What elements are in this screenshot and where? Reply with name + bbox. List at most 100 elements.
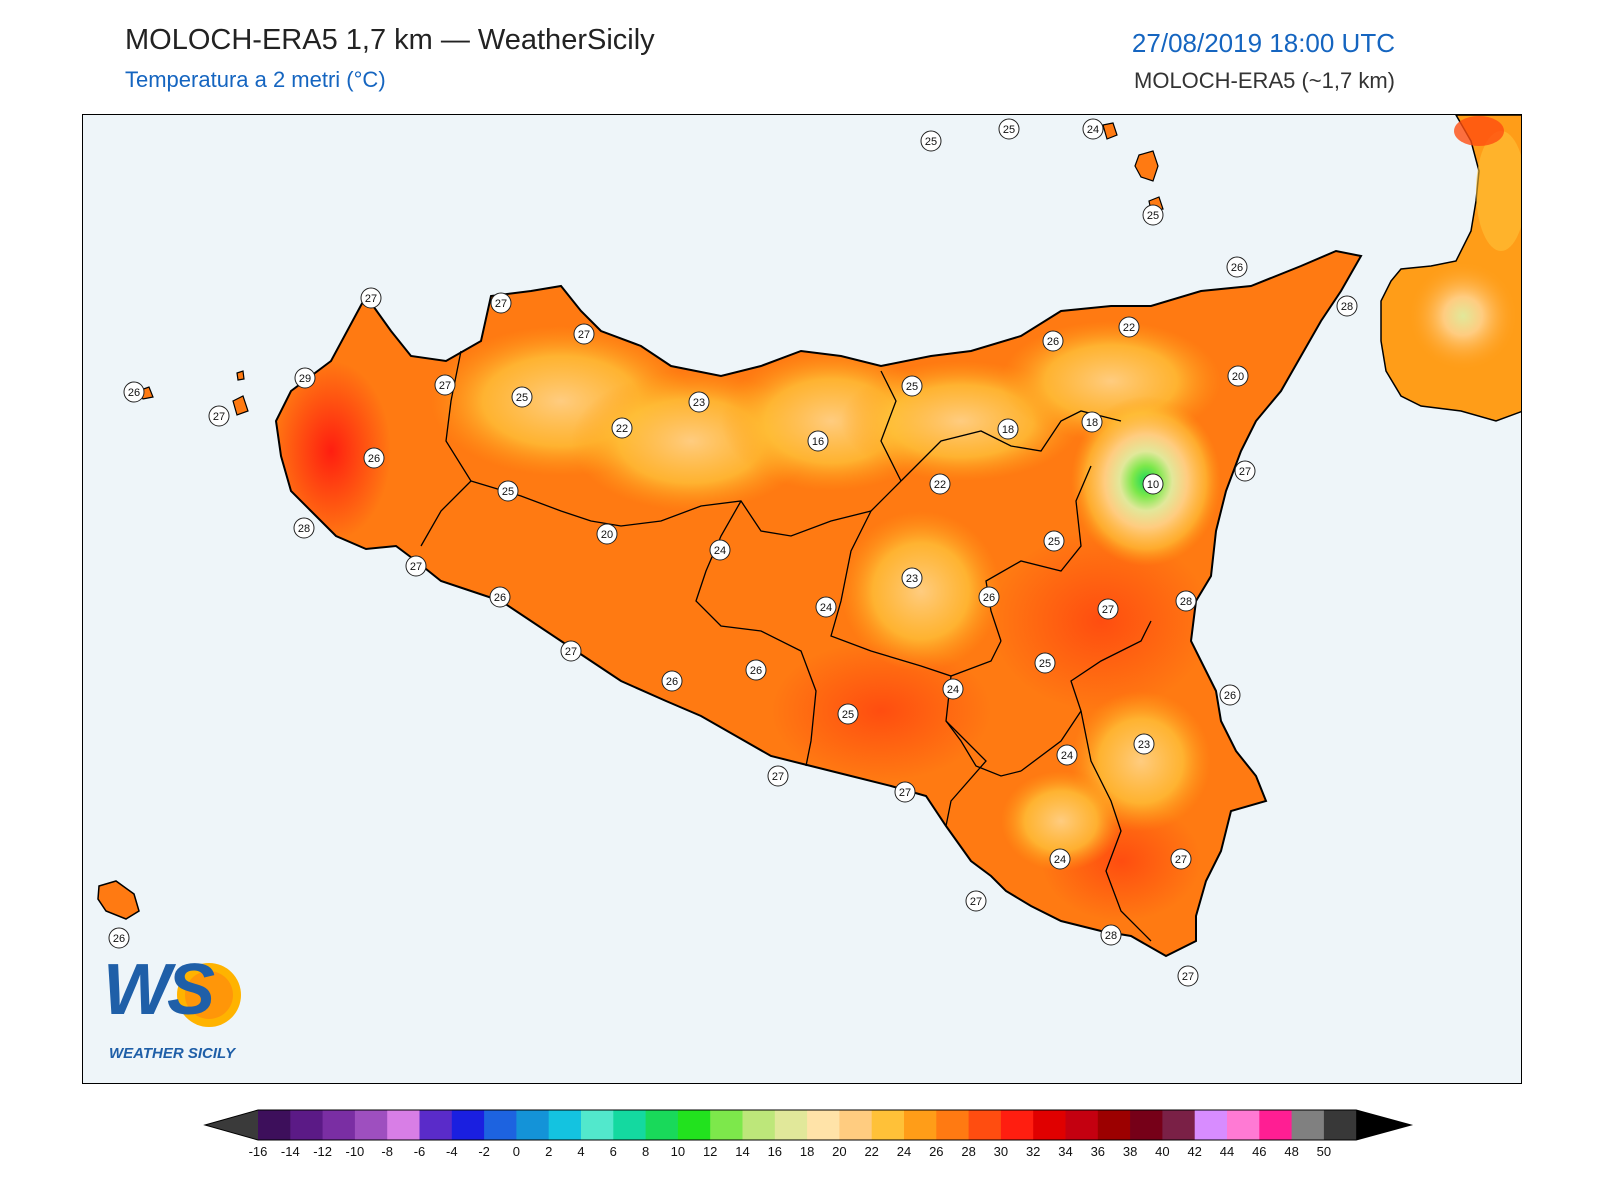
colorbar-segment [484, 1110, 517, 1140]
temperature-station-marker[interactable]: 20 [596, 523, 618, 545]
station-marker-circle [815, 596, 837, 618]
temperature-station-marker[interactable]: 25 [920, 130, 942, 152]
temperature-station-marker[interactable]: 27 [965, 890, 987, 912]
station-temperature-label: 29 [299, 373, 311, 385]
temperature-station-marker[interactable]: 24 [1082, 118, 1104, 140]
station-temperature-label: 23 [1138, 739, 1150, 751]
temperature-station-marker[interactable]: 16 [807, 430, 829, 452]
colorbar-tick-label: -14 [281, 1144, 300, 1159]
ws-logo-mark [177, 963, 241, 1027]
station-marker-circle [1042, 330, 1064, 352]
temperature-station-marker[interactable]: 25 [837, 703, 859, 725]
temperature-station-marker[interactable]: 27 [490, 292, 512, 314]
temperature-station-marker[interactable]: 27 [208, 405, 230, 427]
temperature-station-marker[interactable]: 25 [511, 386, 533, 408]
temperature-station-marker[interactable]: 22 [929, 473, 951, 495]
colorbar-under-arrow [205, 1110, 258, 1140]
temperature-station-marker[interactable]: 28 [1175, 590, 1197, 612]
station-marker-circle [965, 890, 987, 912]
logo-caption: WEATHER SICILY [109, 1045, 236, 1062]
temperature-station-marker[interactable]: 10 [1142, 473, 1164, 495]
colorbar-tick-label: -10 [346, 1144, 365, 1159]
temperature-station-marker[interactable]: 25 [901, 375, 923, 397]
temperature-station-marker[interactable]: 27 [434, 374, 456, 396]
temperature-station-marker[interactable]: 25 [1043, 530, 1065, 552]
temperature-station-marker[interactable]: 24 [1049, 848, 1071, 870]
temperature-station-marker[interactable]: 24 [815, 596, 837, 618]
temperature-station-marker[interactable]: 27 [560, 640, 582, 662]
temperature-station-marker[interactable]: 29 [294, 367, 316, 389]
station-marker-circle [929, 473, 951, 495]
temperature-station-marker[interactable]: 28 [1100, 924, 1122, 946]
station-markers: 25 25 24 25 26 28 27 27 27 29 27 25 23 22 26 22 20 25 26 18… [108, 118, 1358, 987]
station-marker-circle [661, 670, 683, 692]
temperature-station-marker[interactable]: 26 [108, 927, 130, 949]
temperature-station-marker[interactable]: 27 [1097, 598, 1119, 620]
station-temperature-label: 25 [1147, 210, 1159, 222]
colorbar-segment [1033, 1110, 1067, 1140]
temperature-station-marker[interactable]: 20 [1227, 365, 1249, 387]
station-temperature-label: 20 [1232, 371, 1244, 383]
temperature-station-marker[interactable]: 25 [1034, 652, 1056, 674]
temperature-station-marker[interactable]: 26 [489, 586, 511, 608]
station-marker-circle [497, 480, 519, 502]
map-panel[interactable]: 25 25 24 25 26 28 27 27 27 29 27 25 23 22 26 22 20 25 26 18… [82, 114, 1522, 1084]
colorbar-segment [1227, 1110, 1260, 1140]
colorbar-tick-label: -4 [446, 1144, 458, 1159]
temperature-station-marker[interactable]: 26 [661, 670, 683, 692]
temperature-station-marker[interactable]: 24 [942, 678, 964, 700]
station-temperature-label: 27 [1182, 971, 1194, 983]
colorbar-tick-label: 22 [864, 1144, 878, 1159]
temperature-station-marker[interactable]: 18 [997, 418, 1019, 440]
temperature-station-marker[interactable]: 27 [1234, 460, 1256, 482]
temperature-station-marker[interactable]: 24 [709, 539, 731, 561]
temperature-station-marker[interactable]: 26 [123, 381, 145, 403]
temperature-station-marker[interactable]: 28 [293, 517, 315, 539]
colorbar-segment [742, 1110, 776, 1140]
station-marker-circle [998, 118, 1020, 140]
temperature-station-marker[interactable]: 25 [998, 118, 1020, 140]
temperature-station-marker[interactable]: 23 [901, 567, 923, 589]
temperature-station-marker[interactable]: 23 [1133, 733, 1155, 755]
temperature-station-marker[interactable]: 28 [1336, 295, 1358, 317]
temperature-station-marker[interactable]: 27 [360, 287, 382, 309]
station-marker-circle [1177, 965, 1199, 987]
temperature-station-marker[interactable]: 26 [1226, 256, 1248, 278]
temperature-station-marker[interactable]: 26 [1042, 330, 1064, 352]
temperature-station-marker[interactable]: 23 [688, 391, 710, 413]
temperature-station-marker[interactable]: 27 [1170, 848, 1192, 870]
colorbar-tick-label: 34 [1058, 1144, 1072, 1159]
temperature-station-marker[interactable]: 22 [611, 417, 633, 439]
temperature-station-marker[interactable]: 27 [573, 323, 595, 345]
station-temperature-label: 27 [1175, 854, 1187, 866]
temperature-station-marker[interactable]: 25 [497, 480, 519, 502]
station-marker-circle [1336, 295, 1358, 317]
station-marker-circle [1234, 460, 1256, 482]
station-temperature-label: 10 [1147, 479, 1159, 491]
station-marker-circle [360, 287, 382, 309]
temperature-station-marker[interactable]: 18 [1081, 411, 1103, 433]
temperature-station-marker[interactable]: 27 [894, 781, 916, 803]
temperature-station-marker[interactable]: 27 [405, 555, 427, 577]
colorbar-tick-label: 44 [1220, 1144, 1234, 1159]
colorbar-tick-label: 28 [961, 1144, 975, 1159]
temperature-station-marker[interactable]: 26 [978, 586, 1000, 608]
temperature-station-marker[interactable]: 26 [1219, 684, 1241, 706]
station-marker-circle [1142, 473, 1164, 495]
station-temperature-label: 23 [693, 397, 705, 409]
station-temperature-label: 27 [899, 787, 911, 799]
temperature-station-marker[interactable]: 27 [767, 765, 789, 787]
temperature-station-marker[interactable]: 22 [1118, 316, 1140, 338]
station-marker-circle [901, 567, 923, 589]
temperature-station-marker[interactable]: 25 [1142, 204, 1164, 226]
station-temperature-label: 24 [1054, 854, 1066, 866]
temperature-station-marker[interactable]: 26 [363, 447, 385, 469]
temperature-map[interactable]: 25 25 24 25 26 28 27 27 27 29 27 25 23 22 26 22 20 25 26 18… [83, 115, 1522, 1084]
station-marker-circle [837, 703, 859, 725]
station-temperature-label: 25 [1039, 658, 1051, 670]
temperature-station-marker[interactable]: 27 [1177, 965, 1199, 987]
temperature-station-marker[interactable]: 26 [745, 659, 767, 681]
station-marker-circle [1142, 204, 1164, 226]
station-temperature-label: 18 [1002, 424, 1014, 436]
temperature-station-marker[interactable]: 24 [1056, 744, 1078, 766]
